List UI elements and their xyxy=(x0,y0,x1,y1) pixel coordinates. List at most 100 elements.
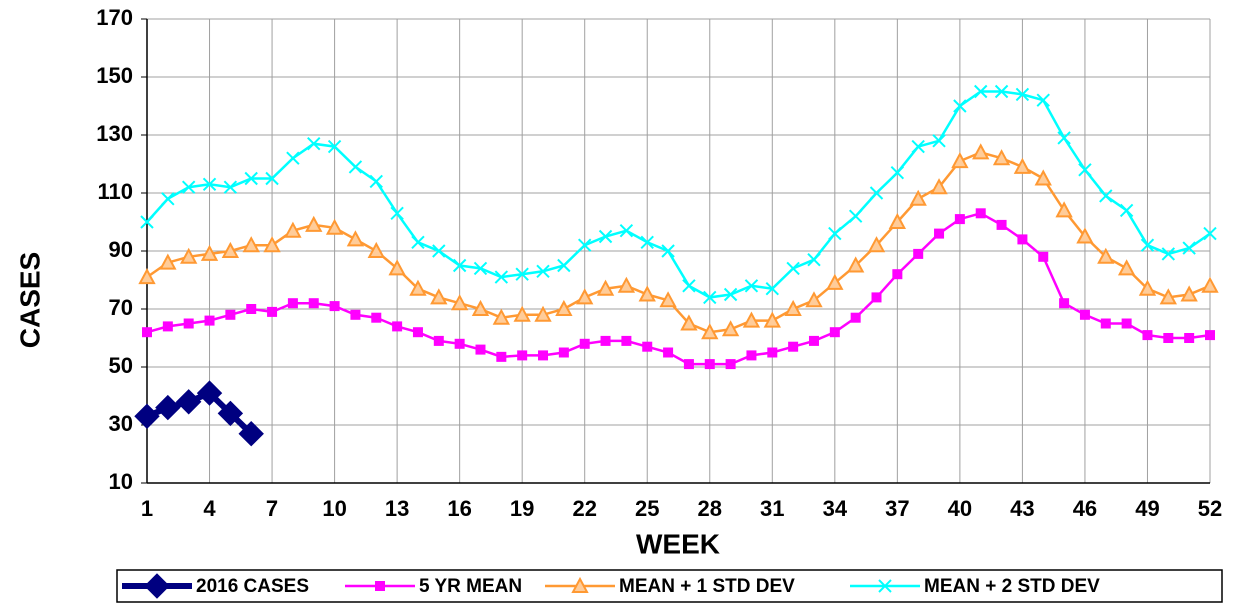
x-tick-label: 31 xyxy=(760,496,784,521)
marker xyxy=(1079,309,1090,320)
marker xyxy=(1180,285,1198,302)
marker xyxy=(1078,163,1092,177)
marker xyxy=(721,320,740,337)
marker xyxy=(221,241,240,258)
marker xyxy=(202,177,217,192)
marker xyxy=(433,335,444,346)
marker xyxy=(701,323,719,340)
marker xyxy=(1100,318,1111,329)
marker xyxy=(513,305,531,322)
marker xyxy=(162,321,173,332)
marker xyxy=(1161,247,1176,261)
marker xyxy=(951,151,969,169)
y-tick-label: 110 xyxy=(98,179,134,204)
marker xyxy=(430,288,448,305)
marker xyxy=(454,338,465,349)
marker xyxy=(1017,234,1028,245)
marker xyxy=(452,258,467,273)
y-tick-label: 170 xyxy=(96,5,133,30)
x-tick-label: 13 xyxy=(385,496,409,521)
marker xyxy=(409,279,427,296)
legend-marker xyxy=(375,581,385,591)
marker xyxy=(767,347,778,358)
marker xyxy=(238,420,264,447)
marker xyxy=(558,347,569,358)
marker xyxy=(848,209,863,223)
marker xyxy=(596,279,615,296)
x-tick-label: 25 xyxy=(635,496,659,521)
marker xyxy=(473,261,488,276)
y-axis-label: CASES xyxy=(14,252,45,348)
marker xyxy=(390,206,404,221)
marker xyxy=(1015,87,1030,102)
x-tick-label: 34 xyxy=(823,496,848,521)
marker xyxy=(992,149,1011,166)
marker xyxy=(805,291,823,308)
marker xyxy=(638,285,656,302)
marker xyxy=(1013,157,1032,174)
marker xyxy=(286,151,300,165)
marker xyxy=(784,299,802,316)
marker xyxy=(742,311,761,328)
marker xyxy=(308,298,319,309)
marker xyxy=(161,192,175,206)
marker xyxy=(661,244,675,258)
marker xyxy=(471,299,490,316)
marker xyxy=(888,212,907,229)
marker xyxy=(723,287,738,302)
marker xyxy=(953,99,967,113)
marker xyxy=(200,244,219,261)
x-tick-label: 19 xyxy=(510,496,534,521)
marker xyxy=(142,327,152,338)
marker xyxy=(619,223,634,238)
marker xyxy=(287,298,298,309)
marker xyxy=(932,134,946,148)
y-tick-label: 30 xyxy=(109,411,133,436)
marker xyxy=(640,235,654,250)
x-tick-label: 49 xyxy=(1135,496,1159,521)
marker xyxy=(682,279,696,293)
x-tick-label: 10 xyxy=(322,496,346,521)
marker xyxy=(267,306,278,317)
marker xyxy=(869,186,884,200)
marker xyxy=(1182,241,1196,255)
marker xyxy=(829,327,840,338)
y-tick-label: 130 xyxy=(96,121,133,146)
x-axis-label: WEEK xyxy=(636,528,720,559)
y-tick-label: 70 xyxy=(109,295,133,320)
y-tick-label: 50 xyxy=(109,353,133,378)
legend-box xyxy=(116,569,1223,603)
marker xyxy=(1059,298,1070,309)
marker xyxy=(1201,276,1219,293)
marker xyxy=(975,208,986,219)
marker xyxy=(325,218,344,235)
marker xyxy=(1076,227,1094,244)
marker xyxy=(659,291,677,308)
marker xyxy=(600,335,611,346)
marker xyxy=(138,267,156,285)
marker xyxy=(432,244,446,258)
x-tick-label: 1 xyxy=(141,496,153,521)
marker xyxy=(871,292,882,303)
marker xyxy=(846,256,865,273)
marker xyxy=(788,341,799,352)
y-tick-label: 10 xyxy=(109,469,133,494)
x-tick-label: 43 xyxy=(1010,496,1034,521)
marker xyxy=(392,321,403,332)
x-tick-label: 7 xyxy=(266,496,278,521)
marker xyxy=(555,299,573,316)
marker xyxy=(1117,259,1136,276)
marker xyxy=(704,359,715,370)
x-tick-label: 46 xyxy=(1073,496,1097,521)
marker xyxy=(1057,131,1071,145)
marker xyxy=(725,359,736,370)
marker xyxy=(369,174,383,189)
marker xyxy=(786,261,800,276)
marker xyxy=(1184,333,1195,343)
marker xyxy=(617,276,636,293)
x-tick-label: 16 xyxy=(447,496,471,521)
legend-label: 2016 CASES xyxy=(196,576,309,597)
legend-label: MEAN + 2 STD DEV xyxy=(924,576,1100,597)
marker xyxy=(577,238,592,252)
